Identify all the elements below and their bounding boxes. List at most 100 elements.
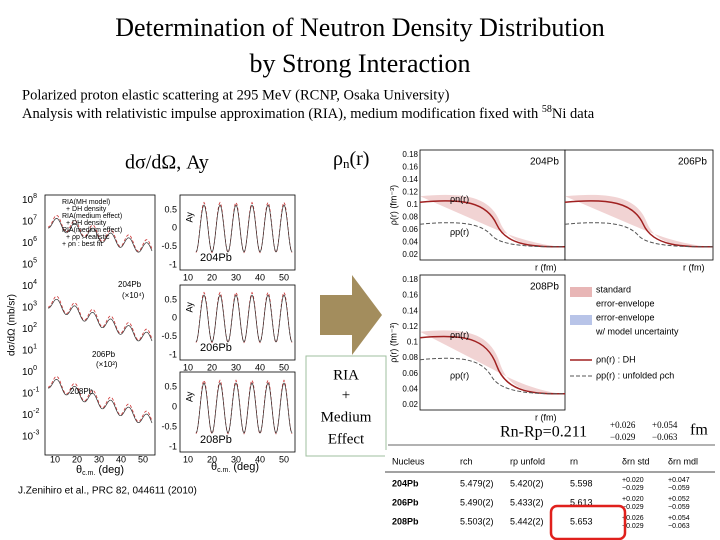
exponent: 8 [33,193,37,200]
y-axis-title: Ay [184,391,194,402]
section-label: dσ/dΩ, Ay [125,152,209,174]
nucleus: 206Pb [200,342,232,354]
legend-entry: ρn(r) : DH [596,354,636,364]
section-label: ρn(r) [333,148,369,171]
x-tick-label: 10 [183,454,193,464]
y-tick-label: -1 [169,259,177,269]
curve-label: ρn(r) [450,194,469,204]
y-tick-label: 100 [22,365,37,378]
rho-p [564,222,714,248]
legend-entry: + ρp : realistic [66,234,110,241]
cell: −0.029 [622,504,644,511]
nucleus: 206Pb [92,350,116,359]
cell: +0.020 [622,496,644,503]
curve [47,218,153,253]
y-tick-label: -1 [169,349,177,359]
error: −0.063 [652,432,678,442]
rho-p [419,222,566,248]
cell: 5.598 [570,478,593,488]
panel [179,284,296,361]
panel [179,371,296,453]
y-axis-title: Ay [184,212,194,223]
curve [195,379,293,435]
exponent: 4 [33,279,37,286]
superscript: 58 [542,104,552,115]
curve [48,376,153,422]
curve [48,298,153,342]
rho-n [419,200,566,248]
y-tick-label: 0.14 [402,306,418,315]
y-tick-label: 10-2 [22,408,39,421]
unit: fm [690,422,708,439]
subscript: c.m. [217,467,230,474]
y-tick-label: 104 [22,279,37,292]
curve-label: ρn(r) [450,330,469,340]
cell: +0.052 [668,496,690,503]
header-cell: δrn mdl [668,456,698,466]
subscript: c.m. [82,470,95,477]
exponent: 0 [33,365,37,372]
legend-entry: + ρn : best fit [62,241,102,248]
citation: J.Zenihiro et al., PRC 82, 044611 (2010) [18,486,197,497]
nucleus: 204Pb [200,252,232,264]
y-tick-label: -0.5 [161,241,177,251]
y-tick-label: 0.12 [402,322,418,331]
y-tick-label: 0.04 [402,384,418,393]
exponent: -2 [33,408,39,415]
curve [195,382,293,434]
curve [47,295,153,341]
base: 10 [22,388,34,399]
envelope [565,194,713,247]
y-tick-label: 0.06 [402,225,418,234]
curve [47,214,153,252]
y-tick-label: 0.1 [407,338,419,347]
cell: 206Pb [392,497,419,507]
x-axis-title: r (fm) [535,412,557,422]
nucleus: 206Pb [678,157,707,168]
legend-entry: + DH density [66,220,107,227]
header-cell: Nucleus [392,456,425,466]
cell: 5.490(2) [460,497,494,507]
x-tick-label: 50 [279,272,289,282]
y-tick-label: 0.04 [402,238,418,247]
y-tick-label: 0 [172,223,177,233]
y-tick-label: 101 [22,343,37,356]
y-axis-title: dσ/dΩ (mb/sr) [7,294,18,356]
base: 10 [22,216,34,227]
x-tick-label: 30 [231,362,241,372]
nucleus: 208Pb [530,282,559,293]
legend-entry: error-envelope [596,298,655,308]
y-tick-label: 108 [22,193,37,206]
cell: −0.059 [668,504,690,511]
cell: −0.029 [622,485,644,492]
legend-swatch [570,315,592,325]
base: 10 [22,195,34,206]
legend-entry: RIA(medium effect) [62,213,122,220]
base: 10 [22,410,34,421]
x-tick-label: 50 [138,454,148,464]
nucleus: 208Pb [70,387,94,396]
legend-entry: RIA(medium effect) [62,227,122,234]
y-tick-label: 0.5 [164,204,177,214]
x-tick-label: 40 [255,362,265,372]
y-tick-label: 0.02 [402,250,418,259]
x-axis-title: r (fm) [535,262,557,272]
cell: −0.063 [668,523,690,530]
cell: 5.433(2) [510,497,544,507]
subscript: n [343,156,350,171]
rho-n [419,335,566,395]
x-tick-label: 10 [50,454,60,464]
subtitle-text: Ni data [552,106,595,122]
x-tick-label: 30 [94,454,104,464]
subtitle-text: Analysis with relativistic impulse appro… [22,106,542,122]
y-tick-label: 0.18 [402,275,418,284]
cell: 204Pb [392,478,419,488]
exponent: -3 [33,429,39,436]
symbol: (r) [349,148,369,170]
curve [195,291,293,344]
x-axis-title: θc.m. (deg) [76,464,124,477]
base: 10 [22,302,34,313]
legend-entry: + DH density [66,206,107,213]
y-axis-title: ρ(r) (fm⁻³) [388,322,398,362]
box-text: RIA [333,367,359,383]
